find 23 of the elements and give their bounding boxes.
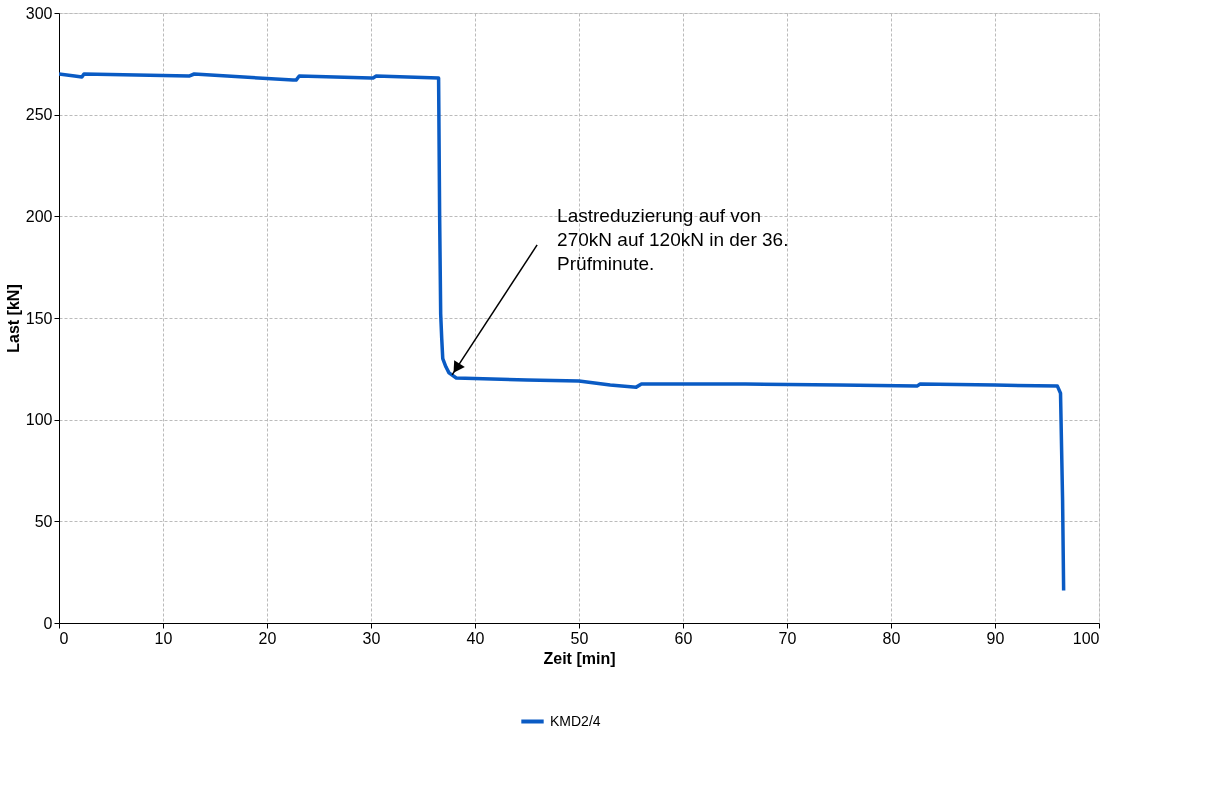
x-tick-label: 60 [674, 629, 693, 647]
y-axis-title: Last [kN] [4, 284, 22, 353]
x-tick-label: 20 [258, 629, 277, 647]
y-tick-label: 250 [25, 106, 53, 124]
y-tick-label: 300 [25, 4, 53, 22]
x-tick-label: 10 [154, 629, 173, 647]
y-tick-label: 100 [25, 411, 53, 429]
x-tick-label: 100 [1072, 629, 1100, 647]
legend-label: KMD2/4 [550, 712, 601, 729]
annotation: Lastreduzierung auf von 270kN auf 120kN in der 36. Prüfminute. [557, 204, 789, 274]
line-series [59, 72, 1066, 593]
x-tick-label: 50 [570, 629, 589, 647]
x-tick-label: 90 [986, 629, 1005, 647]
x-tick-label: 80 [882, 629, 901, 647]
y-tick-label: 200 [25, 207, 53, 225]
y-tick-label: 150 [25, 309, 53, 327]
x-tick-label: 0 [59, 629, 69, 647]
x-axis-title: Zeit [min] [543, 649, 616, 667]
y-tick-label: 0 [43, 614, 53, 632]
x-tick-label: 40 [466, 629, 485, 647]
y-tick-label: 50 [34, 512, 53, 530]
x-tick-label: 70 [778, 629, 797, 647]
x-tick-label: 30 [362, 629, 381, 647]
